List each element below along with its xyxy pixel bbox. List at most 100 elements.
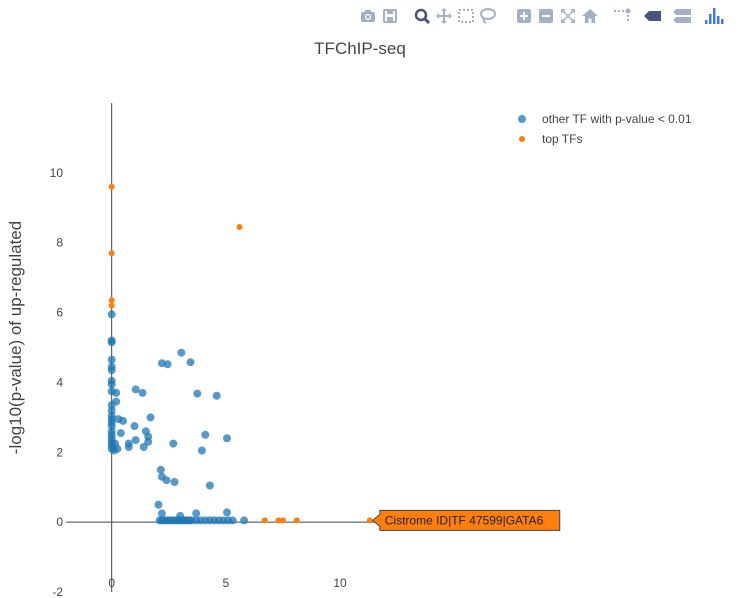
data-point[interactable] — [280, 517, 286, 524]
data-point[interactable] — [186, 358, 195, 367]
data-point[interactable] — [112, 388, 121, 397]
hover-closest-button[interactable] — [642, 6, 662, 26]
y-tick-label: 10 — [50, 166, 64, 180]
axes: -2 0 2 4 6 8 10 0 5 10 — [50, 103, 420, 598]
data-point[interactable] — [240, 516, 249, 525]
legend-marker — [518, 115, 526, 123]
autoscale-button[interactable] — [558, 6, 578, 26]
y-axis-label: -log10(p-value) of up-regulated — [6, 221, 25, 454]
zoom-button[interactable] — [412, 6, 432, 26]
zoom-in-icon — [517, 9, 531, 23]
hover-label-box — [371, 509, 561, 531]
hover-closest-icon — [644, 11, 661, 21]
lasso-select-icon — [480, 8, 496, 24]
data-point[interactable] — [261, 517, 268, 524]
data-point[interactable] — [139, 443, 148, 451]
data-point[interactable] — [107, 310, 116, 319]
download-png-button[interactable] — [358, 6, 378, 26]
data-point[interactable] — [108, 302, 115, 309]
x-tick-label: 10 — [333, 576, 347, 590]
data-point[interactable] — [366, 517, 373, 524]
y-tick-label: 0 — [56, 515, 63, 529]
plotly-logo-button[interactable] — [704, 6, 724, 26]
data-point[interactable] — [131, 385, 140, 394]
spike-lines-icon — [614, 8, 631, 23]
data-point[interactable] — [275, 517, 282, 524]
data-point[interactable] — [146, 413, 155, 422]
data-point[interactable] — [107, 338, 116, 347]
data-point[interactable] — [223, 508, 231, 517]
data-point[interactable] — [107, 355, 116, 364]
x-tick-label: 5 — [223, 576, 230, 590]
data-point[interactable] — [112, 397, 121, 406]
hover-compare-icon — [673, 9, 691, 23]
data-point[interactable] — [138, 388, 147, 397]
hover-label: Cistrome ID|TF 47599|GATA6 — [371, 509, 561, 531]
data-point[interactable] — [192, 509, 201, 518]
legend-label: other TF with p-value < 0.01 — [542, 112, 692, 126]
data-point[interactable] — [236, 224, 243, 230]
data-point[interactable] — [113, 444, 122, 453]
data-point[interactable] — [108, 183, 115, 190]
zoom-icon — [414, 8, 431, 25]
legend-item[interactable]: other TF with p-value < 0.01 — [518, 112, 692, 126]
data-point[interactable] — [108, 250, 115, 257]
pan-icon — [436, 8, 452, 24]
y-tick-label: 2 — [56, 445, 63, 459]
zoom-out-button[interactable] — [536, 6, 556, 26]
data-point[interactable] — [108, 297, 115, 304]
data-point[interactable] — [162, 476, 171, 485]
data-point[interactable] — [177, 348, 186, 357]
pan-button[interactable] — [434, 6, 454, 26]
data-point[interactable] — [116, 429, 125, 438]
y-tick-label: 8 — [56, 236, 63, 250]
data-point[interactable] — [212, 391, 221, 400]
data-point[interactable] — [119, 416, 128, 425]
chart-title: TFChIP-seq — [314, 39, 406, 58]
legend-marker — [519, 136, 525, 142]
data-point[interactable] — [293, 517, 300, 524]
legend-item[interactable]: top TFs — [519, 132, 582, 146]
legend-label: top TFs — [542, 132, 582, 146]
data-point[interactable] — [107, 380, 116, 389]
hover-label-text: Cistrome ID|TF 47599|GATA6 — [385, 513, 544, 527]
y-tick-label: 6 — [56, 306, 63, 320]
data-point[interactable] — [107, 366, 116, 375]
spike-lines-button[interactable] — [612, 6, 632, 26]
box-select-icon — [458, 9, 474, 23]
save-button[interactable] — [380, 6, 400, 26]
plot-area[interactable] — [107, 183, 373, 525]
save-icon — [383, 9, 397, 23]
data-point[interactable] — [163, 360, 172, 369]
legend[interactable]: other TF with p-value < 0.01 top TFs — [518, 112, 692, 146]
y-tick-label: 4 — [56, 375, 63, 389]
series-1 — [107, 310, 249, 525]
autoscale-icon — [561, 9, 575, 23]
data-point[interactable] — [201, 430, 210, 439]
data-point[interactable] — [131, 436, 140, 445]
series-2 — [108, 183, 373, 524]
reset-axes-button[interactable] — [580, 6, 600, 26]
data-point[interactable] — [169, 439, 178, 448]
hover-compare-button[interactable] — [672, 6, 692, 26]
x-tick-label: 0 — [108, 576, 115, 590]
data-point[interactable] — [170, 478, 179, 486]
lasso-select-button[interactable] — [478, 6, 498, 26]
data-point[interactable] — [197, 446, 206, 455]
data-point[interactable] — [156, 465, 165, 474]
data-point[interactable] — [144, 437, 153, 446]
zoom-out-icon — [539, 9, 553, 23]
download-png-icon — [361, 10, 375, 22]
data-point[interactable] — [228, 516, 237, 525]
data-point[interactable] — [157, 509, 166, 518]
box-select-button[interactable] — [456, 6, 476, 26]
data-point[interactable] — [124, 443, 133, 451]
reset-axes-icon — [582, 9, 598, 23]
data-point[interactable] — [193, 389, 202, 398]
data-point[interactable] — [205, 481, 214, 490]
zoom-in-button[interactable] — [514, 6, 534, 26]
data-point[interactable] — [223, 434, 231, 443]
data-point[interactable] — [154, 500, 163, 509]
data-point[interactable] — [130, 422, 139, 431]
